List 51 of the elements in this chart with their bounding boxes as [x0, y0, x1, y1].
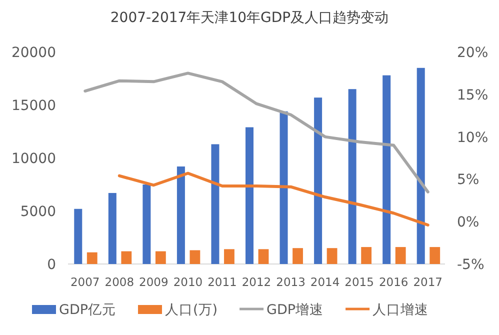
x-tick-label: 2011 — [208, 275, 237, 289]
bar — [292, 248, 303, 264]
y2-tick-label: 20% — [457, 45, 488, 61]
y-tick-label: 0 — [47, 257, 56, 273]
x-tick-label: 2008 — [104, 275, 134, 289]
legend-label: GDP增速 — [266, 302, 324, 318]
y2-tick-label: 0% — [457, 214, 480, 231]
x-tick-label: 2013 — [276, 275, 306, 289]
x-tick-label: 2015 — [344, 275, 374, 289]
y2-tick-label: 10% — [457, 130, 488, 146]
y-tick-label: 5000 — [20, 204, 56, 220]
x-tick-label: 2009 — [139, 275, 168, 289]
line-series — [84, 72, 430, 194]
bar — [382, 75, 391, 264]
bar — [314, 98, 322, 264]
y2-tick-label: 5% — [457, 172, 480, 188]
y2-tick-label: 15% — [457, 87, 488, 104]
y2-tick-label: -5% — [457, 257, 484, 273]
bar — [176, 166, 185, 264]
legend-label: 人口增速 — [372, 302, 429, 318]
bar — [86, 252, 98, 264]
bar — [246, 127, 254, 264]
x-tick-label: 2012 — [242, 275, 272, 289]
bar — [155, 251, 166, 264]
bar — [74, 208, 82, 264]
bar — [190, 250, 200, 264]
bar — [121, 251, 132, 264]
x-tick-label: 2010 — [173, 275, 203, 289]
x-tick-label: 2017 — [413, 275, 443, 289]
bar — [326, 248, 338, 264]
legend-label: GDP亿元 — [59, 302, 116, 318]
bar — [142, 184, 151, 264]
x-tick-label: 2007 — [70, 275, 100, 289]
bar — [211, 144, 220, 264]
bar — [280, 111, 288, 264]
bar — [395, 247, 406, 264]
y-tick-label: 20000 — [11, 45, 56, 61]
y-tick-label: 10000 — [11, 151, 56, 167]
bar — [430, 247, 440, 264]
bar — [416, 68, 425, 264]
x-tick-label: 2016 — [378, 275, 408, 289]
y-tick-label: 15000 — [11, 98, 56, 114]
bar — [224, 249, 234, 264]
bar — [108, 192, 116, 264]
legend-label: 人口(万) — [165, 302, 218, 318]
bar — [348, 89, 356, 264]
bar — [361, 247, 372, 264]
chart-title: 2007-2017年天津10年GDP及人口趋势变动 — [110, 10, 389, 26]
bar — [258, 249, 269, 264]
x-tick-label: 2014 — [310, 275, 340, 289]
line-series — [118, 172, 430, 226]
